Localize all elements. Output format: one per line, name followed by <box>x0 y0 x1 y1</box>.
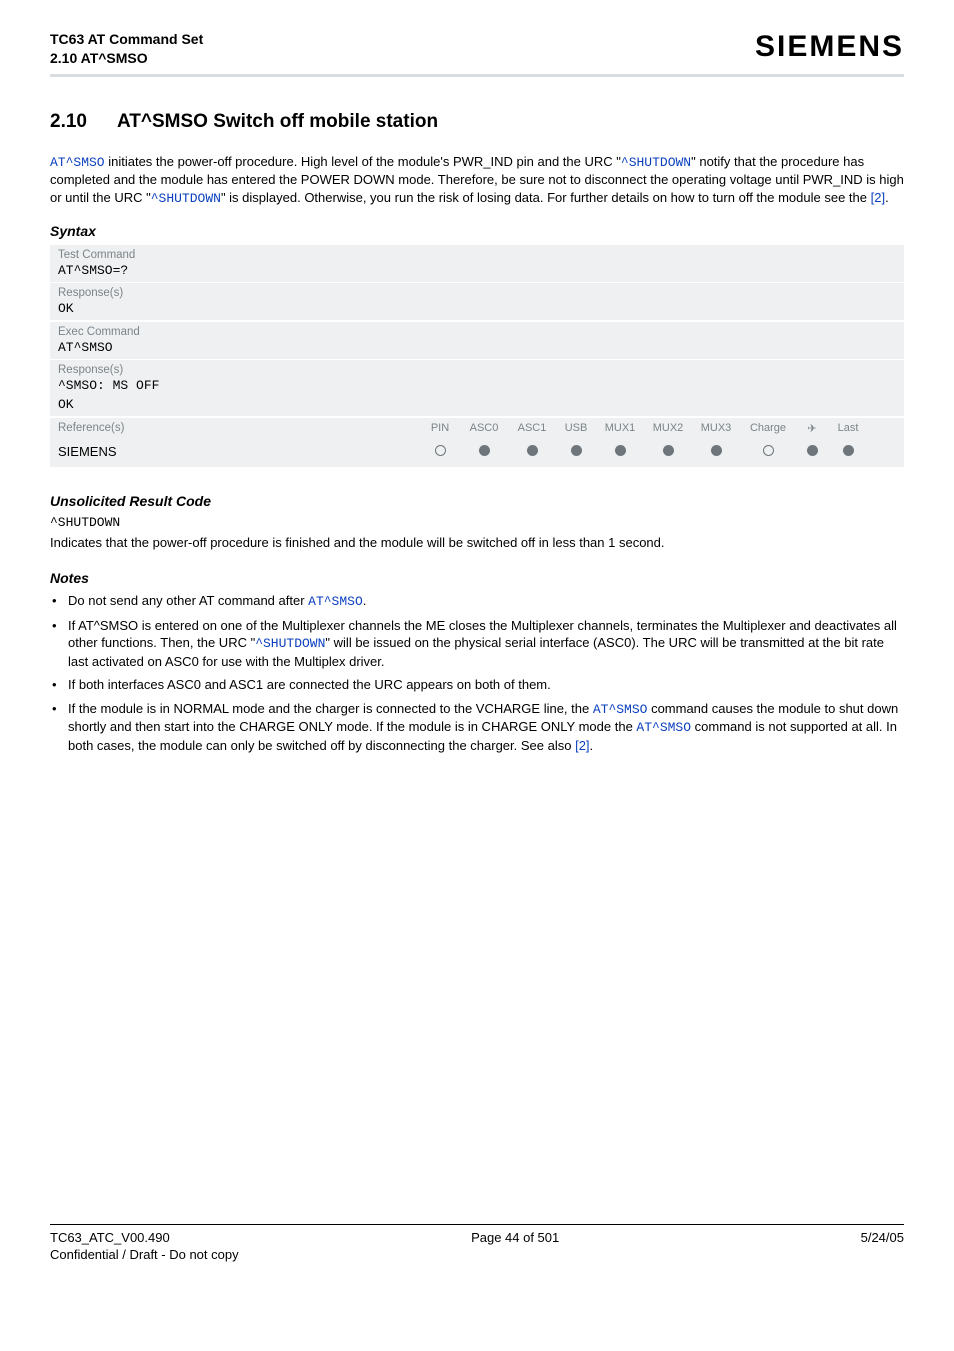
footer-confidential: Confidential / Draft - Do not copy <box>50 1247 904 1262</box>
col-charge: Charge <box>750 422 786 434</box>
dot-filled-icon <box>807 445 818 456</box>
cmd-link[interactable]: AT^SMSO <box>50 155 105 170</box>
intro-paragraph: AT^SMSO initiates the power-off procedur… <box>50 153 904 208</box>
urc-heading: Unsolicited Result Code <box>50 493 904 509</box>
response-panel: Response(s) OK <box>50 283 904 322</box>
panel-label: Test Command <box>50 245 904 263</box>
note-item: If the module is in NORMAL mode and the … <box>50 700 904 755</box>
panel-code: AT^SMSO <box>50 340 904 359</box>
capability-dot <box>479 445 490 456</box>
section-name: AT^SMSO Switch off mobile station <box>117 111 438 132</box>
header-divider <box>50 74 904 77</box>
capability-dot <box>615 445 626 456</box>
capability-dot <box>763 445 774 456</box>
reference-label: Reference(s) <box>58 422 412 434</box>
capability-dot <box>663 445 674 456</box>
col-mux2: MUX2 <box>653 422 684 434</box>
col-mux1: MUX1 <box>605 422 636 434</box>
reference-header-row: Reference(s) PIN ASC0 ASC1 USB MUX1 MUX2… <box>50 418 904 438</box>
urc-link[interactable]: ^SHUTDOWN <box>621 155 691 170</box>
footer-divider <box>50 1224 904 1225</box>
dot-open-icon <box>763 445 774 456</box>
capability-dot <box>711 445 722 456</box>
capability-dot <box>843 445 854 456</box>
urc-code: ^SHUTDOWN <box>50 515 904 530</box>
col-asc1: ASC1 <box>518 422 547 434</box>
panel-label: Response(s) <box>50 360 904 378</box>
panel-code: ^SMSO: MS OFF <box>50 378 904 397</box>
dot-open-icon <box>435 445 446 456</box>
footer-page: Page 44 of 501 <box>471 1229 559 1247</box>
note-item: If AT^SMSO is entered on one of the Mult… <box>50 617 904 671</box>
capability-dots <box>420 445 868 456</box>
urc-section: Unsolicited Result Code ^SHUTDOWN Indica… <box>50 493 904 552</box>
cmd-link[interactable]: AT^SMSO <box>593 702 648 717</box>
capability-dot <box>571 445 582 456</box>
dot-filled-icon <box>571 445 582 456</box>
siemens-logo: SIEMENS <box>755 30 904 64</box>
dot-filled-icon <box>479 445 490 456</box>
exec-command-panel: Exec Command AT^SMSO <box>50 322 904 360</box>
response-panel: Response(s) ^SMSO: MS OFF OK <box>50 360 904 418</box>
col-last: Last <box>838 422 859 434</box>
col-airplane-icon: ✈ <box>807 422 816 435</box>
reference-value-row: SIEMENS <box>50 438 904 467</box>
header-left: TC63 AT Command Set 2.10 AT^SMSO <box>50 30 203 68</box>
page-footer: TC63_ATC_V00.490 Page 44 of 501 5/24/05 … <box>50 1224 904 1262</box>
panel-label: Response(s) <box>50 283 904 301</box>
section-reference: 2.10 AT^SMSO <box>50 49 203 68</box>
urc-text: Indicates that the power-off procedure i… <box>50 534 904 552</box>
col-pin: PIN <box>431 422 449 434</box>
notes-section: Notes Do not send any other AT command a… <box>50 570 904 754</box>
urc-link[interactable]: ^SHUTDOWN <box>255 636 325 651</box>
reference-link[interactable]: [2] <box>871 190 885 205</box>
col-usb: USB <box>565 422 588 434</box>
reference-name: SIEMENS <box>58 442 412 459</box>
capability-dot <box>527 445 538 456</box>
capability-dot <box>435 445 446 456</box>
test-command-panel: Test Command AT^SMSO=? <box>50 245 904 283</box>
doc-title: TC63 AT Command Set <box>50 30 203 49</box>
note-item: Do not send any other AT command after A… <box>50 592 904 611</box>
panel-label: Exec Command <box>50 322 904 340</box>
dot-filled-icon <box>527 445 538 456</box>
col-mux3: MUX3 <box>701 422 732 434</box>
dot-filled-icon <box>615 445 626 456</box>
col-asc0: ASC0 <box>470 422 499 434</box>
panel-code: AT^SMSO=? <box>50 263 904 282</box>
panel-code: OK <box>50 301 904 320</box>
footer-version: TC63_ATC_V00.490 <box>50 1229 170 1247</box>
footer-date: 5/24/05 <box>861 1229 904 1247</box>
dot-filled-icon <box>711 445 722 456</box>
notes-heading: Notes <box>50 570 904 586</box>
reference-link[interactable]: [2] <box>575 738 589 753</box>
dot-filled-icon <box>663 445 674 456</box>
cmd-link[interactable]: AT^SMSO <box>636 720 691 735</box>
capability-dot <box>807 445 818 456</box>
syntax-section: Syntax Test Command AT^SMSO=? Response(s… <box>50 223 904 467</box>
section-title: 2.10 AT^SMSO Switch off mobile station <box>50 111 904 133</box>
section-number: 2.10 <box>50 111 87 133</box>
urc-link[interactable]: ^SHUTDOWN <box>151 191 221 206</box>
cmd-link[interactable]: AT^SMSO <box>308 594 363 609</box>
dot-filled-icon <box>843 445 854 456</box>
capability-header: PIN ASC0 ASC1 USB MUX1 MUX2 MUX3 Charge … <box>420 422 868 435</box>
note-item: If both interfaces ASC0 and ASC1 are con… <box>50 676 904 694</box>
page-header: TC63 AT Command Set 2.10 AT^SMSO SIEMENS <box>50 30 904 68</box>
syntax-heading: Syntax <box>50 223 904 239</box>
panel-code: OK <box>50 397 904 416</box>
